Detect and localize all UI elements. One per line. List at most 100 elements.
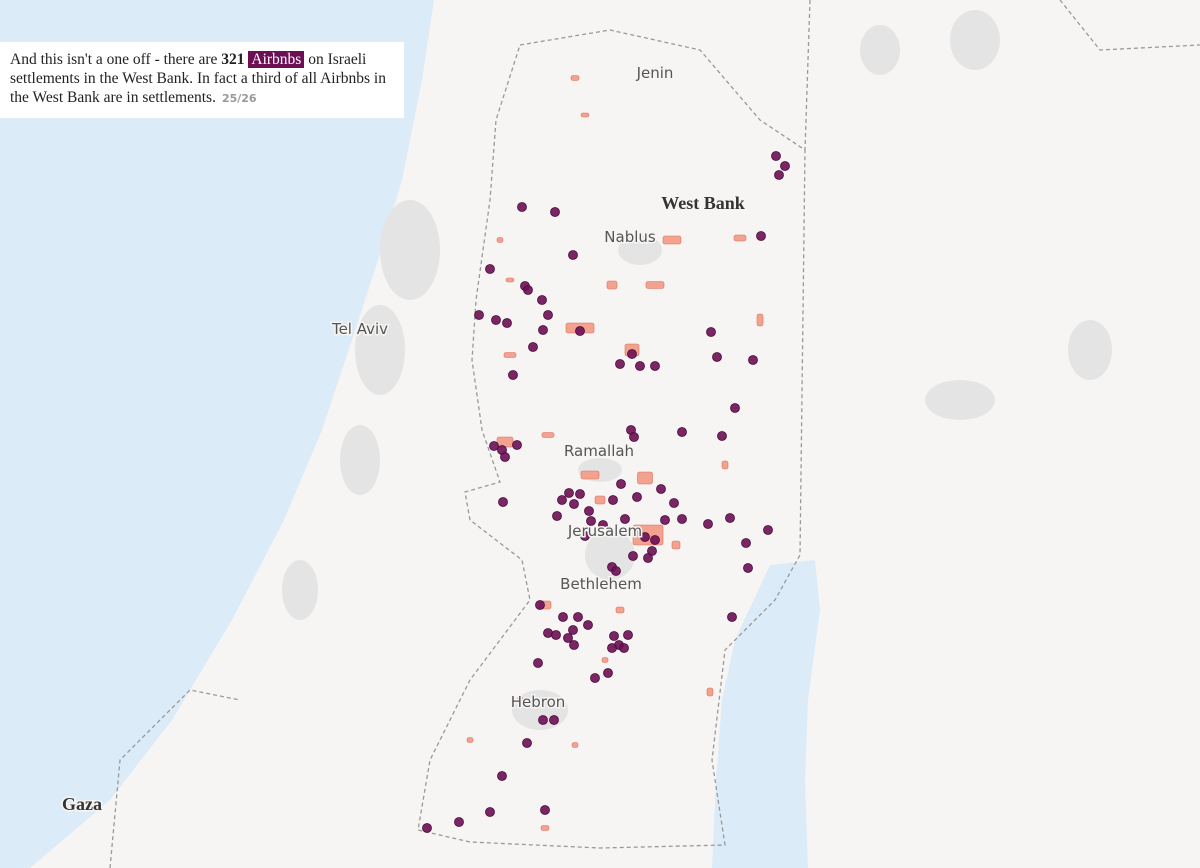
settlement	[571, 742, 579, 748]
city-label: Hebron	[511, 693, 566, 711]
region-label: West Bank	[661, 193, 745, 213]
settlement	[540, 825, 550, 831]
settlement	[721, 460, 729, 470]
airbnb-dot	[650, 535, 660, 545]
dead-sea	[712, 560, 820, 868]
airbnb-dot	[640, 532, 650, 542]
airbnb-dot	[727, 612, 737, 622]
settlement	[496, 237, 504, 243]
airbnb-dot	[730, 403, 740, 413]
airbnb-dot	[543, 310, 553, 320]
airbnb-dot	[508, 370, 518, 380]
airbnb-dot	[628, 551, 638, 561]
airbnb-dot	[780, 161, 790, 171]
airbnb-dot	[564, 488, 574, 498]
airbnb-dot	[620, 514, 630, 524]
airbnb-dot	[623, 630, 633, 640]
settlement	[580, 470, 600, 480]
airbnb-dot	[763, 525, 773, 535]
airbnb-dot	[568, 250, 578, 260]
airbnb-dot	[619, 643, 629, 653]
airbnb-dot	[756, 231, 766, 241]
settlement	[594, 495, 606, 505]
settlement	[637, 471, 653, 485]
airbnb-dot	[669, 498, 679, 508]
airbnb-dot	[573, 612, 583, 622]
airbnb-dot	[725, 513, 735, 523]
city-label: Ramallah	[564, 442, 634, 460]
airbnb-dot	[491, 315, 501, 325]
airbnb-dot	[474, 310, 484, 320]
airbnb-dot	[629, 432, 639, 442]
airbnb-dot	[603, 668, 613, 678]
airbnb-dot	[650, 361, 660, 371]
airbnb-dot	[569, 640, 579, 650]
airbnb-dot	[538, 715, 548, 725]
airbnb-dot	[774, 170, 784, 180]
airbnb-dot	[528, 342, 538, 352]
airbnb-dot	[543, 628, 553, 638]
airbnb-dot	[522, 738, 532, 748]
airbnb-dot	[498, 497, 508, 507]
airbnb-dot	[558, 612, 568, 622]
airbnb-dot	[580, 531, 590, 541]
airbnb-dot	[590, 673, 600, 683]
settlement	[570, 75, 580, 81]
airbnb-dot	[537, 295, 547, 305]
airbnb-dot	[615, 359, 625, 369]
airbnb-dot	[575, 489, 585, 499]
airbnb-dot	[583, 620, 593, 630]
airbnb-dot	[485, 264, 495, 274]
settlement	[496, 436, 514, 448]
airbnb-dot	[551, 630, 561, 640]
airbnb-dot	[568, 625, 578, 635]
airbnb-dot	[616, 479, 626, 489]
settlement	[645, 281, 665, 289]
step-counter: 25/26	[221, 92, 257, 105]
airbnb-dot	[584, 506, 594, 516]
airbnb-dot	[611, 566, 621, 576]
highlight: Airbnbs	[248, 51, 305, 68]
airbnb-dot	[523, 285, 533, 295]
airbnb-dot	[635, 361, 645, 371]
settlement	[606, 280, 618, 290]
airbnb-dot	[552, 511, 562, 521]
airbnb-dot	[627, 349, 637, 359]
airbnb-dot	[502, 318, 512, 328]
airbnb-dot	[517, 202, 527, 212]
border	[109, 0, 1200, 868]
built-up-areas	[282, 10, 1112, 730]
airbnb-dot	[575, 326, 585, 336]
airbnb-dot	[677, 514, 687, 524]
city-label: Jenin	[636, 64, 674, 82]
airbnb-dot	[586, 516, 596, 526]
settlement	[601, 657, 609, 663]
airbnb-dot	[540, 805, 550, 815]
settlement	[662, 235, 682, 245]
settlement	[516, 696, 524, 704]
airbnb-dot	[712, 352, 722, 362]
airbnb-dot	[660, 515, 670, 525]
airbnb-dot	[485, 807, 495, 817]
airbnb-dot	[717, 431, 727, 441]
airbnb-dot	[748, 355, 758, 365]
airbnb-dot	[706, 327, 716, 337]
settlement	[466, 737, 474, 743]
airbnb-dot	[656, 484, 666, 494]
settlement	[615, 606, 625, 614]
city-label: Nablus	[604, 228, 656, 246]
border	[417, 29, 806, 849]
airbnb-dot	[608, 495, 618, 505]
airbnb-dot	[538, 325, 548, 335]
city-label: Jerusalem	[567, 522, 642, 540]
airbnb-dot	[533, 658, 543, 668]
settlement	[671, 540, 681, 550]
airbnb-dot	[489, 441, 499, 451]
settlement	[706, 687, 714, 697]
caption: And this isn't a one off - there are 321…	[0, 42, 404, 118]
airbnb-dot	[607, 643, 617, 653]
airbnb-dot	[535, 600, 545, 610]
